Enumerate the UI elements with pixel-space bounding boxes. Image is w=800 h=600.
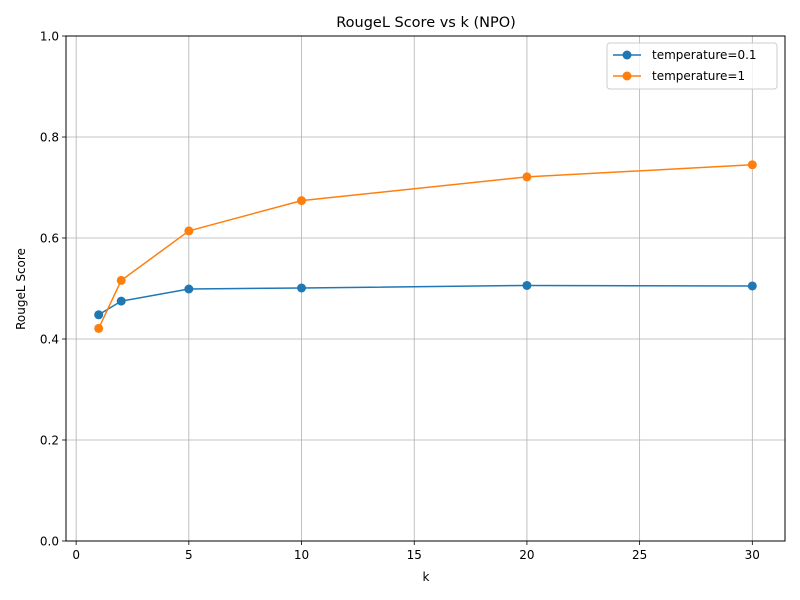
chart-title: RougeL Score vs k (NPO) [336,15,516,31]
x-tick-label: 10 [294,548,309,562]
plot-frame [65,35,786,542]
data-point-temperature-0-1 [94,310,104,320]
x-tick-label: 30 [745,548,760,562]
data-point-temperature-1 [522,172,532,182]
x-tick-label: 5 [185,548,193,562]
legend-marker-temperature-0-1 [622,50,632,60]
x-tick-label: 15 [407,548,422,562]
series-temperature-0-1 [94,280,757,320]
legend-entry-temperature-1: temperature=1 [613,69,745,83]
x-axis-label: k [423,570,430,584]
plot-series [94,160,757,333]
data-point-temperature-1 [747,160,757,170]
y-tick-label: 1.0 [40,30,59,44]
y-tick-label: 0.0 [40,535,59,549]
data-point-temperature-0-1 [116,296,126,306]
data-point-temperature-0-1 [297,283,307,293]
legend-marker-temperature-1 [622,71,632,81]
y-tick-label: 0.8 [40,131,59,145]
y-tick-label: 0.4 [40,333,59,347]
y-tick-label: 0.2 [40,434,59,448]
series-line-temperature-1 [98,164,753,329]
legend-entry-temperature-0-1: temperature=0.1 [613,48,757,62]
legend: temperature=0.1 temperature=1 [606,42,778,90]
legend-label-temperature-0-1: temperature=0.1 [652,48,757,62]
x-tick-label: 25 [632,548,647,562]
legend-label-temperature-1: temperature=1 [652,69,745,83]
data-point-temperature-1 [184,226,194,236]
x-tick-label: 20 [519,548,534,562]
x-tick-label: 0 [72,548,80,562]
series-temperature-1 [94,160,757,333]
data-point-temperature-0-1 [522,280,532,290]
y-axis-ticks: 0.0 0.2 0.4 0.6 0.8 1.0 [40,30,66,549]
y-tick-label: 0.6 [40,232,59,246]
x-axis-ticks: 0 5 10 15 20 25 30 [72,541,760,562]
data-point-temperature-0-1 [747,281,757,291]
data-point-temperature-1 [297,196,307,206]
y-axis-label: RougeL Score [14,248,28,330]
legend-frame [606,42,778,90]
data-point-temperature-0-1 [184,284,194,294]
data-point-temperature-1 [94,323,104,333]
data-point-temperature-1 [116,275,126,285]
